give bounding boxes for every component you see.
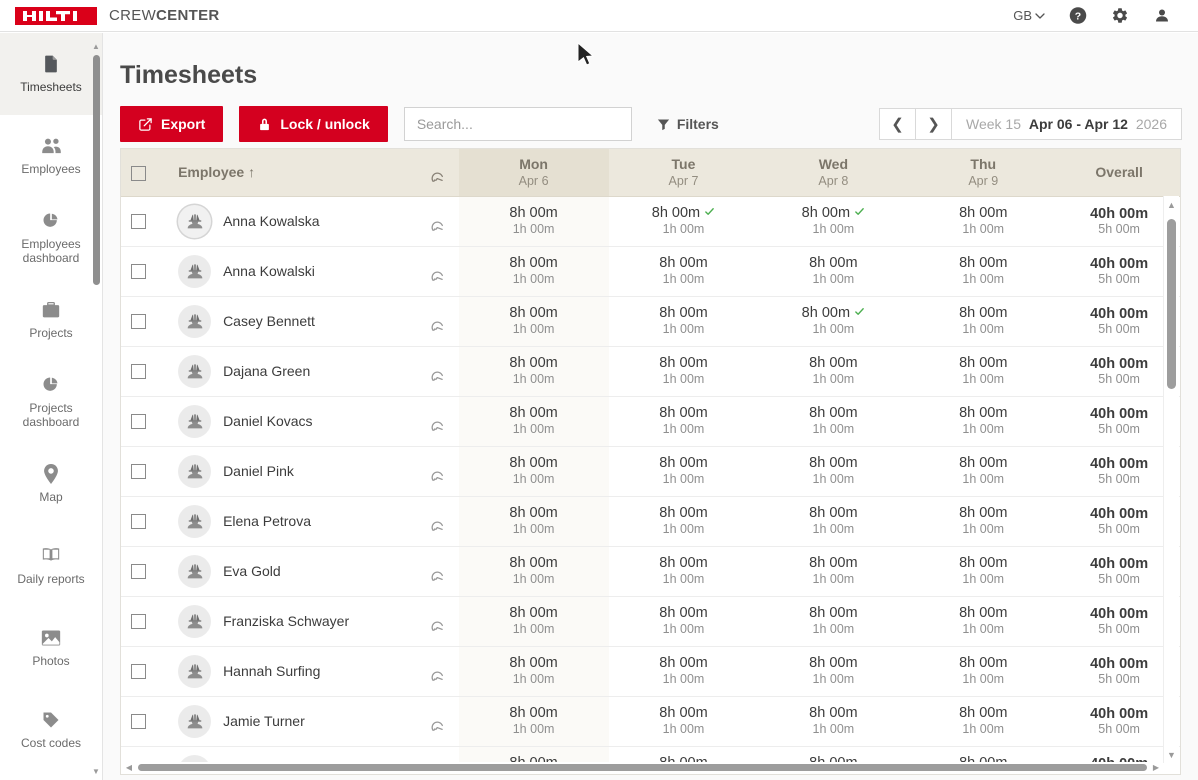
- svg-text:?: ?: [1075, 10, 1081, 22]
